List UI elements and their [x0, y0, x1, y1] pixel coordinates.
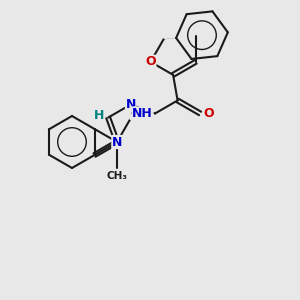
- Text: CH₃: CH₃: [130, 110, 151, 119]
- Text: O: O: [145, 56, 156, 68]
- Text: CH₃: CH₃: [106, 171, 128, 181]
- Text: NH: NH: [132, 107, 153, 120]
- Text: N: N: [125, 98, 136, 111]
- Text: N: N: [112, 136, 122, 148]
- Text: H: H: [94, 109, 104, 122]
- Text: O: O: [203, 107, 214, 120]
